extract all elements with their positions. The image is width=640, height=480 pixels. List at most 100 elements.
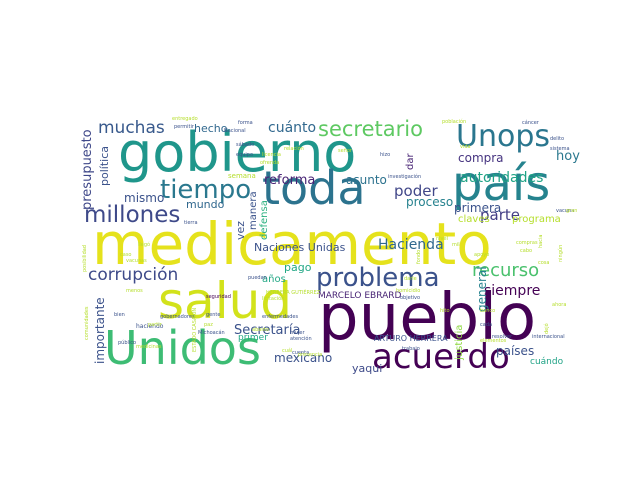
cloud-word: investigación (388, 173, 421, 180)
cloud-word: secretario (318, 117, 423, 141)
cloud-word: vacuna (556, 208, 574, 214)
cloud-word: proceso (406, 195, 453, 209)
cloud-word: enfermedades (262, 314, 298, 320)
cloud-word: atención (290, 335, 312, 342)
cloud-word: haciendo (136, 323, 164, 330)
cloud-word: abasto (252, 327, 269, 333)
cloud-word: gobierno (118, 121, 356, 184)
cloud-word: asunto (346, 173, 387, 187)
cloud-word: pueblo (318, 281, 536, 355)
cloud-word: HERRERA GUTIÉRREZ (266, 288, 321, 296)
cloud-word: mil (452, 242, 460, 248)
cloud-word: política (98, 146, 111, 186)
cloud-word: primera (454, 201, 501, 215)
cloud-word: puedan (248, 275, 267, 281)
cloud-word: dejó (543, 323, 550, 334)
cloud-word: tierra (184, 220, 198, 226)
cloud-word: países (496, 344, 534, 358)
cloud-word: sábado (236, 141, 254, 148)
cloud-word: vez (234, 221, 247, 240)
cloud-word: programa (512, 214, 561, 225)
cloud-word: hito (440, 308, 450, 314)
cloud-word: poder (394, 182, 438, 200)
cloud-word: resolver (492, 334, 513, 340)
cloud-word: relación (284, 145, 304, 152)
cloud-word: población (442, 118, 466, 125)
cloud-word: manera (248, 191, 259, 230)
cloud-word: mujer (290, 330, 306, 336)
cloud-word: Naciones Unidas (254, 241, 346, 254)
cloud-word: claves (458, 214, 490, 225)
cloud-word: objetivo (400, 295, 420, 301)
cloud-word: millones (84, 202, 180, 228)
cloud-word: acuerdo (372, 337, 510, 377)
cloud-word: entregado (172, 116, 198, 122)
cloud-word: importante (93, 297, 107, 364)
cloud-word: seguridad (206, 294, 231, 300)
cloud-word: internacional (532, 334, 565, 340)
cloud-word: gran (566, 208, 577, 214)
cloud-word: tiempo (160, 175, 251, 205)
cloud-word: primer (238, 333, 268, 343)
cloud-word: hoy (556, 149, 580, 164)
cloud-word: paz (204, 322, 213, 328)
cloud-word: mexicano (274, 351, 332, 365)
cloud-word: gente (206, 312, 220, 318)
cloud-word: cabo (520, 248, 532, 254)
cloud-word: hacia (538, 235, 544, 248)
cloud-word: cáncer (522, 119, 540, 126)
cloud-word: cuánto (268, 120, 316, 136)
cloud-word: cada (480, 322, 492, 328)
cloud-word: darle (404, 276, 417, 282)
cloud-word: MARCELO EBRARD (318, 291, 401, 301)
cloud-word: comunidades (84, 306, 90, 340)
cloud-word: homicidio (396, 288, 420, 294)
cloud-word: medicamento (92, 210, 492, 278)
cloud-word: Hacienda (378, 237, 444, 253)
cloud-word: fondo (416, 250, 422, 264)
cloud-word: hizo (380, 152, 390, 158)
cloud-word: Unops (456, 119, 550, 154)
cloud-word: mismo (124, 191, 164, 205)
cloud-word: autoridades (460, 170, 543, 186)
cloud-word: compras (516, 240, 538, 246)
cloud-word: reforma (264, 173, 315, 188)
cloud-word: compra (458, 151, 504, 165)
cloud-word: recurso (472, 260, 539, 281)
cloud-word: toda (262, 161, 366, 215)
cloud-word: Secretaría (234, 323, 300, 338)
cloud-word: presupuesto (80, 129, 95, 210)
cloud-word: cuándo (530, 357, 564, 367)
cloud-word: corrupción (88, 265, 178, 285)
cloud-word: licencia (262, 152, 281, 158)
cloud-word: público (118, 339, 136, 346)
cloud-word: general (475, 266, 489, 312)
cloud-word: apoyo (474, 252, 489, 258)
cloud-word: años (262, 274, 286, 285)
cloud-word: Unidos (104, 321, 261, 375)
cloud-word: trabajo (402, 346, 420, 352)
cloud-word: vacunas (126, 258, 147, 264)
cloud-word: elementos (480, 338, 507, 344)
cloud-word: gobernadores (160, 314, 195, 320)
cloud-word: bien (114, 312, 125, 318)
cloud-word: parte (480, 206, 520, 224)
cloud-word: país (452, 156, 550, 212)
cloud-word: menos (126, 288, 143, 294)
cloud-word: ofrenda (260, 160, 279, 166)
cloud-word: siempre (484, 283, 540, 299)
cloud-word: partir (148, 322, 163, 328)
cloud-word: medicinas (136, 344, 162, 350)
cloud-word: semana (228, 172, 256, 180)
cloud-word: forma (238, 120, 253, 126)
cloud-word: posibilidad (82, 245, 88, 272)
cloud-word: problema (316, 263, 440, 293)
cloud-word: ESTADO CASARÍN (191, 308, 198, 352)
cloud-word: hecho (194, 122, 228, 135)
cloud-word: caso (120, 252, 131, 258)
cloud-word: llegó (138, 241, 150, 248)
cloud-word: vida (460, 144, 471, 150)
cloud-word: defensa (259, 200, 270, 240)
cloud-word: dar (405, 153, 416, 170)
